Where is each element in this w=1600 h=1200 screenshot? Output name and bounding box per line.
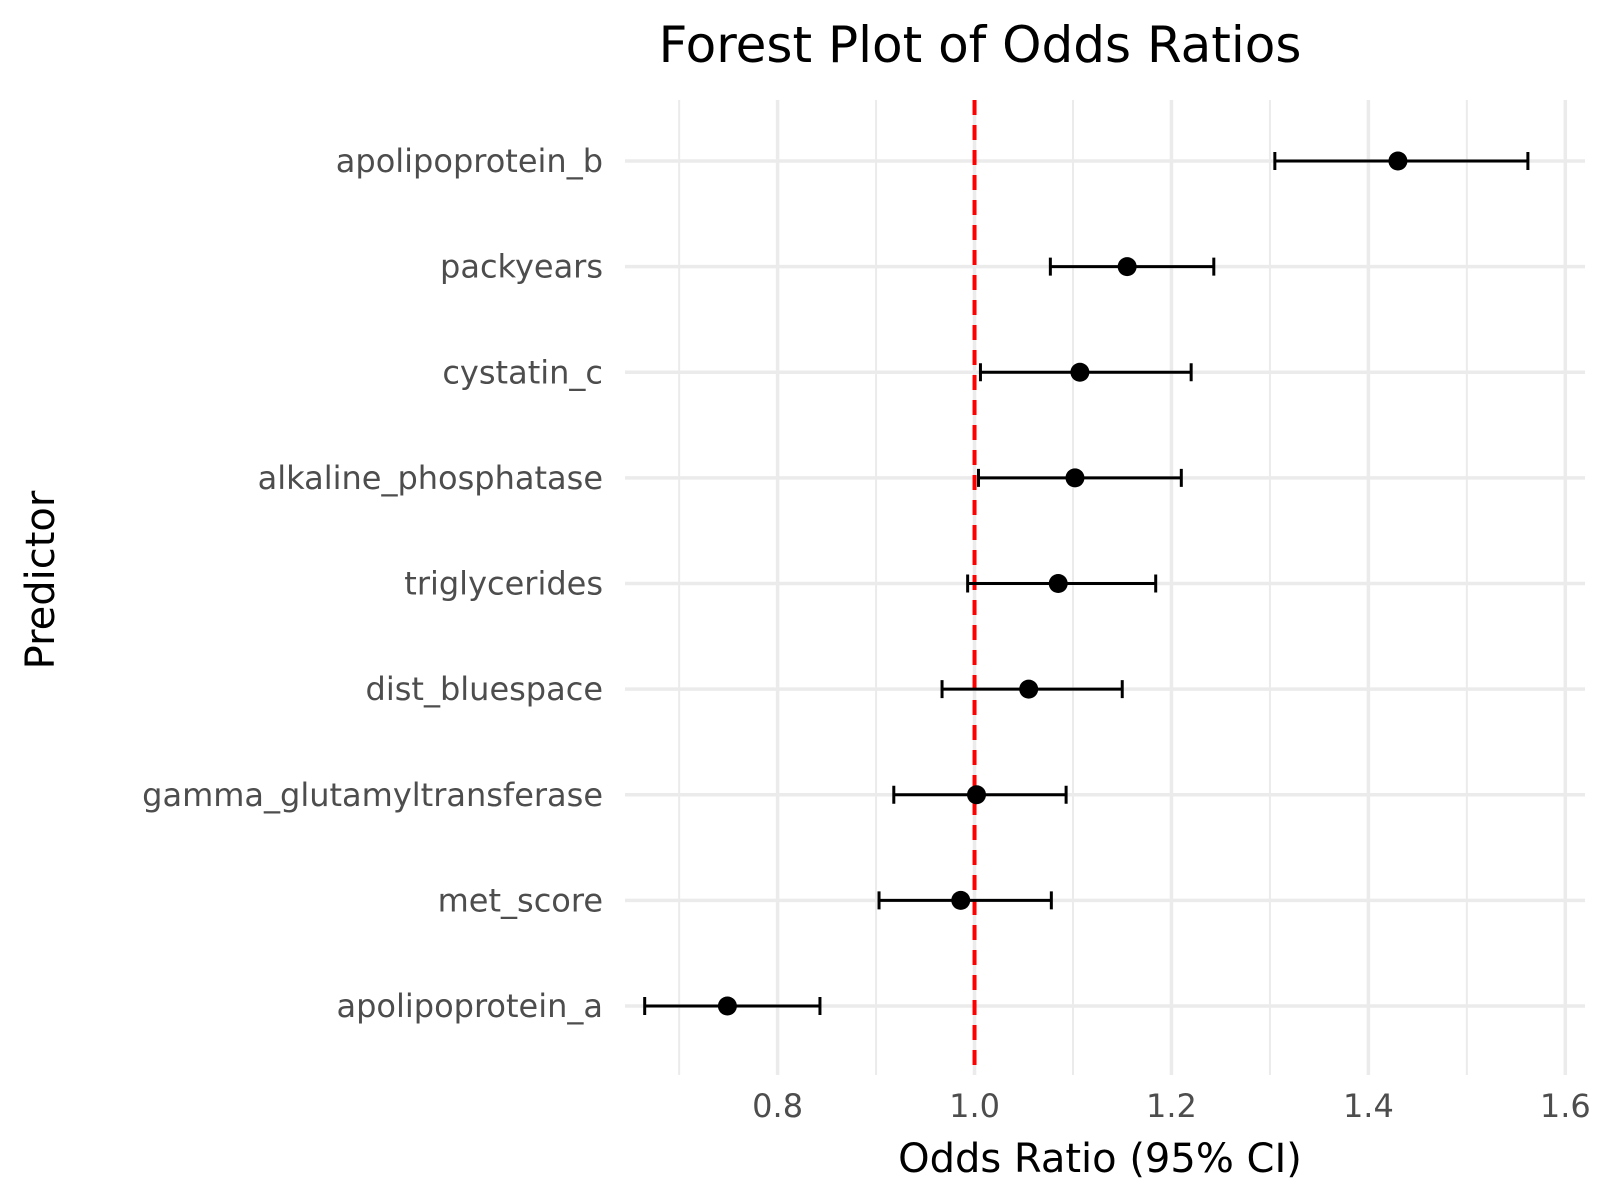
category-label: gamma_glutamyltransferase bbox=[142, 776, 603, 814]
chart-title: Forest Plot of Odds Ratios bbox=[659, 16, 1302, 74]
x-tick-label: 1.2 bbox=[1146, 1087, 1197, 1125]
point-estimate bbox=[1117, 257, 1137, 277]
x-tick-label: 1.0 bbox=[949, 1087, 1000, 1125]
x-tick-label: 1.6 bbox=[1540, 1087, 1591, 1125]
category-label: packyears bbox=[440, 248, 603, 286]
category-label: met_score bbox=[438, 881, 603, 919]
point-estimate bbox=[1388, 151, 1408, 171]
point-estimate bbox=[1065, 468, 1085, 488]
x-tick-labels: 0.8 1.0 1.2 1.4 1.6 bbox=[752, 1087, 1591, 1125]
point-estimate bbox=[1019, 679, 1039, 699]
point-estimate bbox=[1070, 362, 1090, 382]
category-label: alkaline_phosphatase bbox=[258, 459, 603, 497]
category-label: apolipoprotein_b bbox=[336, 142, 603, 180]
point-estimate bbox=[967, 785, 987, 805]
x-tick-label: 0.8 bbox=[752, 1087, 803, 1125]
grid-lines bbox=[625, 100, 1585, 1075]
y-axis-title: Predictor bbox=[18, 490, 64, 669]
x-axis-title: Odds Ratio (95% CI) bbox=[898, 1136, 1302, 1182]
point-estimate bbox=[717, 996, 737, 1016]
x-tick-label: 1.4 bbox=[1343, 1087, 1394, 1125]
point-estimate bbox=[1048, 574, 1068, 593]
category-label: dist_bluespace bbox=[366, 670, 603, 708]
point-estimate bbox=[951, 890, 971, 910]
data-marks bbox=[643, 151, 1530, 1016]
category-label: apolipoprotein_a bbox=[336, 987, 603, 1025]
category-label: cystatin_c bbox=[442, 353, 603, 391]
category-labels: apolipoprotein_b packyears cystatin_calkal… bbox=[142, 142, 603, 1025]
category-label: triglycerides bbox=[404, 565, 603, 603]
